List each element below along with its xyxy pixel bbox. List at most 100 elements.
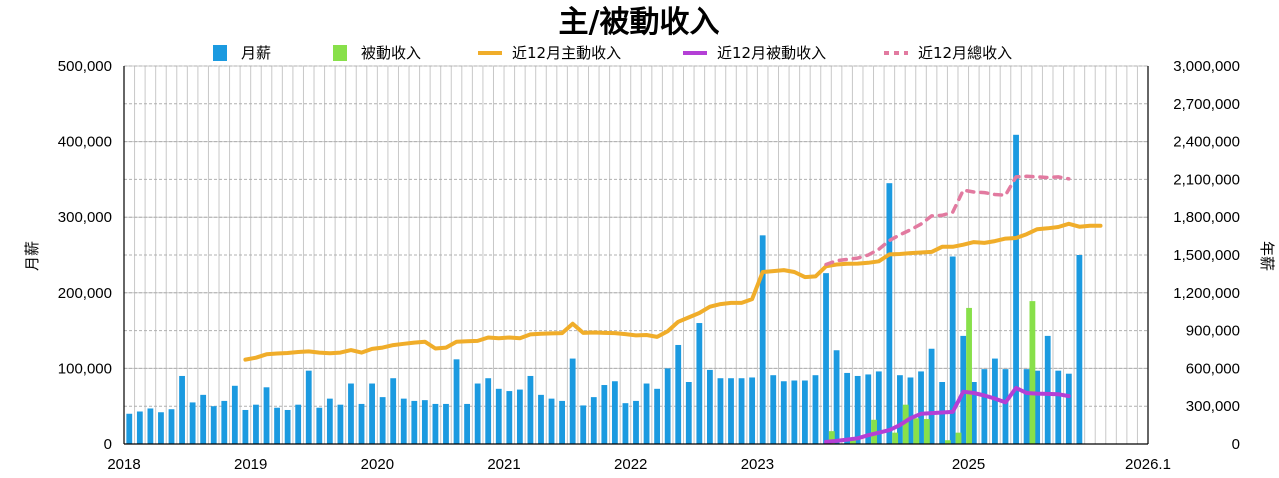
salary-bar [390,378,397,444]
axis-layer: 0 100,000 200,000 300,000 400,000 500,000 0 300… [58,58,1240,473]
passive-bar [902,404,909,444]
right-tick-label: 2,400,000 [1173,134,1240,151]
bar-layer [126,134,1083,444]
left-tick-label: 0 [104,436,112,453]
salary-bar [358,403,365,444]
salary-bar [992,358,998,444]
x-tick-label: 2025 [952,456,985,473]
salary-bar [728,378,734,444]
right-tick-label: 2,700,000 [1173,96,1240,113]
salary-bar [1044,335,1051,444]
salary-bar [601,385,608,444]
salary-bar [253,404,259,444]
salary-bar [1013,134,1019,444]
salary-bar [696,323,703,444]
right-tick-label: 1,800,000 [1173,209,1240,226]
salary-bar [675,344,682,444]
left-tick-label: 500,000 [58,58,112,75]
line-layer [243,174,1103,444]
salary-bar [210,406,217,444]
passive-bar [966,307,972,444]
legend-label: 近12月總收入 [918,44,1012,62]
salary-bar [464,403,470,444]
left-tick-label: 300,000 [58,209,112,226]
salary-bar [432,403,439,444]
salary-bar [1002,369,1009,444]
legend-label: 月薪 [241,44,271,62]
passive-bar [892,432,899,444]
salary-bar [506,391,513,444]
chart-title: 主/被動收入 [559,5,720,40]
salary-bar [453,359,460,444]
salary-bar [242,409,249,444]
salary-bar [590,397,597,444]
salary-bar [802,380,808,444]
salary-bar [918,371,924,444]
salary-bar [474,383,481,444]
salary-bar [443,403,449,444]
passive-bar [913,418,920,444]
left-axis-label: 月薪 [23,241,41,271]
passive-income-line [824,385,1071,444]
x-tick-label: 2023 [741,456,774,473]
salary-bar [812,375,819,444]
passive-bar [945,440,951,444]
salary-bar [738,378,745,444]
salary-bar [284,409,291,444]
salary-bar [770,375,777,444]
left-tick-label: 200,000 [58,285,112,302]
salary-bar [527,375,534,444]
passive-bar [850,437,856,444]
salary-bar [854,375,861,444]
salary-bar [759,235,766,444]
salary-bar [664,368,671,444]
salary-bar [316,407,323,444]
salary-bar [780,381,787,444]
salary-bar [833,350,840,444]
salary-bar [495,388,502,444]
salary-bar [654,388,661,444]
salary-bar [749,377,756,444]
x-tick-label: 2018 [107,456,140,473]
salary-bar [643,383,650,444]
salary-bar [379,397,386,444]
salary-bar [633,400,639,444]
salary-bar [168,409,175,444]
salary-bar [875,371,882,444]
salary-bar [1023,369,1030,444]
salary-bar [200,394,207,444]
legend: 月薪 被動收入 近12月主動收入 近12月被動收入 近12月總收入 [213,44,1012,62]
passive-bar [1029,301,1036,444]
legend-label: 近12月主動收入 [512,44,621,62]
salary-bar [685,382,692,444]
salary-bar [611,381,618,444]
x-tick-label: 2022 [614,456,647,473]
salary-bar [622,403,629,444]
salary-bar [400,398,407,444]
salary-bar [274,407,280,444]
salary-bar [559,400,566,444]
right-tick-label: 1,500,000 [1173,247,1240,264]
salary-bar [928,348,935,444]
salary-bar [865,374,872,444]
salary-bar [136,411,143,444]
salary-bar [263,387,270,444]
x-tick-label: 2026.1 [1125,456,1171,473]
salary-bar [706,369,713,444]
salary-bar [949,256,956,444]
x-tick-label: 2019 [234,456,267,473]
x-tick-label: 2020 [361,456,394,473]
right-tick-label: 600,000 [1186,360,1240,377]
salary-bar [1034,370,1041,444]
salary-bar [569,358,576,444]
salary-bar [981,369,988,444]
salary-bar [823,273,829,444]
salary-bar [189,402,196,444]
salary-bar [1055,370,1062,444]
salary-bar [411,400,418,444]
salary-bar [337,404,344,444]
legend-label: 被動收入 [361,44,421,62]
right-tick-label: 2,100,000 [1173,171,1240,188]
